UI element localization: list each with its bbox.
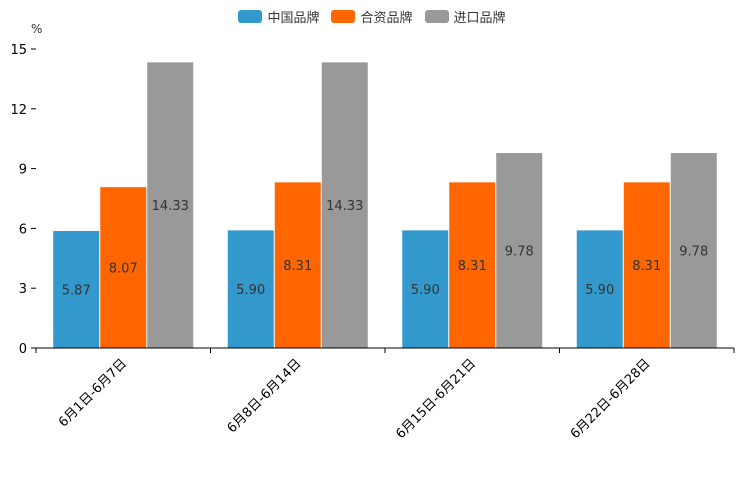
bar-value-label: 8.31 bbox=[632, 259, 661, 274]
bar bbox=[227, 230, 274, 348]
bar bbox=[53, 230, 100, 348]
y-tick-label: 15 bbox=[10, 43, 27, 58]
bar-value-label: 8.07 bbox=[109, 262, 138, 277]
bar bbox=[100, 187, 147, 348]
bar-value-label: 14.33 bbox=[152, 199, 189, 214]
x-category-label: 6月8日-6月14日 bbox=[225, 356, 305, 436]
legend-swatch-imported bbox=[424, 10, 449, 23]
bar-value-label: 5.90 bbox=[236, 283, 265, 298]
bar bbox=[670, 153, 717, 348]
bar-value-label: 8.31 bbox=[283, 259, 312, 274]
bar bbox=[147, 62, 194, 348]
y-axis-unit: % bbox=[31, 22, 43, 36]
legend-swatch-domestic bbox=[238, 10, 263, 23]
bar-value-label: 5.90 bbox=[411, 283, 440, 298]
bar-value-label: 14.33 bbox=[326, 199, 363, 214]
bar bbox=[449, 182, 496, 348]
legend-item-domestic[interactable]: 中国品牌 bbox=[238, 7, 319, 26]
bar bbox=[274, 182, 321, 348]
legend-swatch-joint-venture bbox=[331, 10, 356, 23]
bar-value-label: 9.78 bbox=[679, 245, 708, 260]
legend: 中国品牌 合资品牌 进口品牌 bbox=[0, 7, 744, 26]
legend-item-imported[interactable]: 进口品牌 bbox=[424, 7, 506, 26]
y-tick-label: 12 bbox=[10, 103, 27, 118]
y-tick-label: 9 bbox=[19, 163, 27, 178]
legend-label-joint-venture: 合资品牌 bbox=[360, 11, 413, 26]
x-category-label: 6月15日-6月21日 bbox=[393, 356, 479, 442]
bar bbox=[321, 62, 368, 348]
y-tick-label: 3 bbox=[19, 282, 27, 297]
x-category-label: 6月22日-6月28日 bbox=[568, 356, 654, 442]
bar-value-label: 5.87 bbox=[62, 283, 91, 298]
bar-value-label: 5.90 bbox=[585, 283, 614, 298]
bar bbox=[576, 230, 623, 348]
legend-item-joint-venture[interactable]: 合资品牌 bbox=[331, 7, 413, 26]
bar bbox=[402, 230, 449, 348]
bar-value-label: 9.78 bbox=[505, 245, 534, 260]
bar-value-label: 8.31 bbox=[458, 259, 487, 274]
x-category-label: 6月1日-6月7日 bbox=[56, 356, 130, 430]
bar bbox=[623, 182, 670, 348]
y-tick-label: 6 bbox=[19, 222, 27, 237]
legend-label-imported: 进口品牌 bbox=[453, 11, 506, 26]
legend-label-domestic: 中国品牌 bbox=[267, 11, 320, 26]
bar bbox=[496, 153, 543, 348]
y-tick-label: 0 bbox=[19, 342, 27, 357]
